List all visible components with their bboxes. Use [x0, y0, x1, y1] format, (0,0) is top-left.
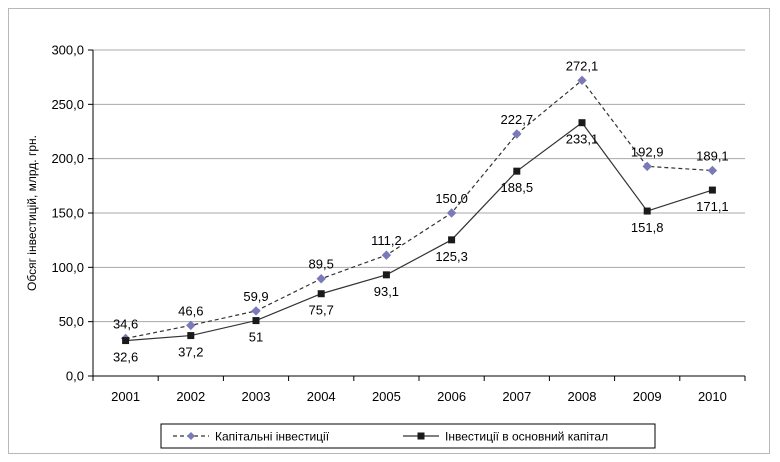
- data-point-square: [122, 337, 130, 345]
- x-tick-label: 2001: [111, 389, 140, 404]
- data-label: 189,1: [696, 149, 729, 164]
- data-point-diamond: [251, 306, 261, 316]
- data-label: 34,6: [113, 316, 138, 331]
- series-line-0: [125, 79, 713, 339]
- data-label: 46,6: [178, 303, 203, 318]
- legend-label: Інвестиції в основний капітал: [445, 430, 608, 444]
- x-tick-label: 2003: [242, 389, 271, 404]
- y-tick-label: 300,0: [51, 43, 84, 58]
- series-line-1: [125, 121, 713, 342]
- data-point-diamond: [577, 75, 587, 86]
- x-tick-label: 2010: [698, 389, 727, 404]
- data-label: 222,7: [501, 112, 534, 127]
- data-point-square: [187, 332, 195, 340]
- x-tick-label: 2005: [372, 389, 401, 404]
- data-label: 32,6: [113, 350, 138, 365]
- data-label: 111,2: [371, 233, 402, 248]
- y-tick-label: 0,0: [66, 369, 84, 384]
- x-tick-labels: 2001 2002 2003 2004 2005 2006 2007 2008 2009 2010: [111, 389, 727, 404]
- legend: Капітальні інвестиції Інвестиції в основн…: [160, 423, 656, 449]
- data-point-square: [448, 236, 456, 244]
- chart-frame: [8, 8, 770, 454]
- data-label: 125,3: [435, 249, 468, 264]
- series-group: [120, 75, 718, 345]
- data-label: 51: [249, 330, 263, 345]
- y-tick-label: 150,0: [51, 206, 84, 221]
- gridlines: [93, 49, 745, 323]
- y-tick-label: 200,0: [51, 151, 84, 166]
- y-tick-label: 50,0: [59, 314, 84, 329]
- y-tick-labels: 0,0 50,0 100,0 150,0 200,0 250,0 300,0: [51, 43, 84, 384]
- data-point-square: [578, 119, 586, 127]
- data-point-diamond: [446, 208, 457, 218]
- data-labels: 34,6 46,6 59,9 89,5 111,2 150,0 222,7 272,1 192,…: [113, 58, 729, 364]
- data-point-square: [317, 290, 325, 298]
- data-label: 151,8: [631, 220, 664, 235]
- data-point-diamond: [707, 165, 718, 176]
- data-label: 75,7: [309, 303, 334, 318]
- data-point-square: [708, 186, 716, 194]
- data-point-diamond: [316, 274, 326, 284]
- data-label: 233,1: [566, 132, 599, 147]
- data-label: 37,2: [178, 345, 203, 360]
- data-label: 150,0: [435, 191, 468, 206]
- data-label: 93,1: [374, 284, 399, 299]
- x-tick-label: 2007: [502, 389, 531, 404]
- data-label: 188,5: [501, 180, 534, 195]
- data-point-square: [643, 207, 651, 215]
- data-point-diamond: [381, 250, 392, 260]
- data-point-diamond: [186, 320, 196, 331]
- legend-marker-square: [417, 432, 425, 440]
- x-tick-label: 2006: [437, 389, 466, 404]
- legend-marker-diamond: [187, 432, 195, 440]
- data-point-square: [382, 271, 390, 279]
- data-label: 89,5: [309, 257, 334, 272]
- data-point-diamond: [512, 129, 522, 139]
- data-point-square: [513, 167, 521, 175]
- y-tick-label: 100,0: [51, 260, 84, 275]
- data-label: 59,9: [243, 289, 268, 304]
- x-tick-label: 2002: [176, 389, 205, 404]
- data-label: 272,1: [566, 58, 599, 73]
- y-tick-label: 250,0: [51, 97, 84, 112]
- axes: [88, 49, 746, 381]
- y-axis-title: Обсяг інвестицій, млрд. грн.: [25, 135, 39, 291]
- data-point-diamond: [642, 161, 652, 172]
- x-tick-label: 2004: [307, 389, 336, 404]
- x-tick-label: 2009: [633, 389, 662, 404]
- data-label: 171,1: [696, 199, 729, 214]
- data-label: 192,9: [631, 144, 664, 159]
- x-tick-label: 2008: [568, 389, 597, 404]
- legend-label: Капітальні інвестиції: [215, 430, 330, 444]
- data-point-square: [252, 317, 260, 325]
